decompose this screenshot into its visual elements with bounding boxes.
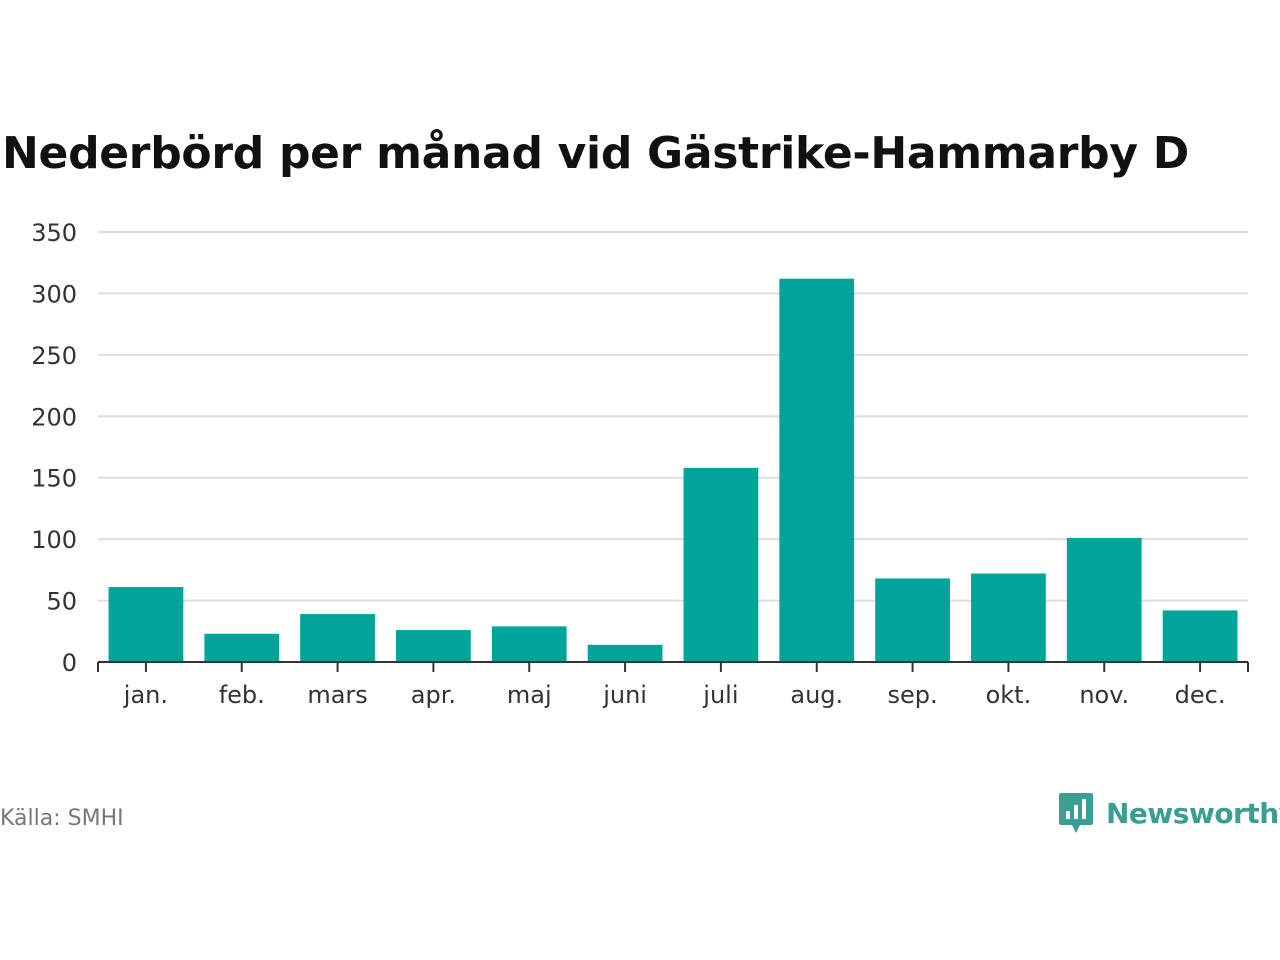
source-label: Källa: SMHI [0,806,124,831]
y-tick-label: 100 [31,526,77,554]
y-axis-ticks: 0 50 100 150 200 250 300 350 [31,219,77,677]
bar [779,278,855,662]
x-tick-label: feb. [219,681,265,709]
brand-name: Newsworthy [1106,796,1280,830]
x-tick-label: apr. [411,681,456,709]
x-tick-label: aug. [790,681,843,709]
y-tick-label: 250 [31,342,77,370]
bar [1162,610,1238,662]
x-tick-label: sep. [888,681,938,709]
bar [396,630,471,662]
x-tick-label: nov. [1079,681,1129,709]
x-tick-label: maj [507,681,552,709]
y-tick-label: 150 [31,465,77,493]
x-axis-ticks: jan. feb. mars apr. maj juni juli aug. sep. okt. n… [97,662,1249,709]
y-tick-label: 350 [31,219,77,247]
grid-lines [98,231,1248,602]
bar [204,633,280,662]
chart-title: Nederbörd per månad vid Gästrike-Hammarb… [2,128,1189,179]
brand-logo[interactable]: Newsworthy [1058,791,1280,835]
bar [491,626,567,662]
newsworthy-logo-icon [1059,793,1093,833]
bars [108,278,1238,662]
x-tick-label: jan. [123,681,168,709]
bar [683,467,759,662]
x-tick-label: mars [307,681,367,709]
y-tick-label: 200 [31,403,77,431]
y-tick-label: 300 [31,280,77,308]
x-tick-label: juni [602,681,647,709]
x-tick-label: okt. [986,681,1032,709]
bar [875,578,950,662]
x-tick-label: juli [702,681,738,709]
y-tick-label: 0 [62,649,77,677]
bar [971,573,1046,662]
y-tick-label: 50 [46,588,77,616]
bar [1066,537,1142,662]
bar [300,614,375,662]
bar [108,587,184,662]
x-tick-label: dec. [1175,681,1226,709]
bar [587,644,663,662]
